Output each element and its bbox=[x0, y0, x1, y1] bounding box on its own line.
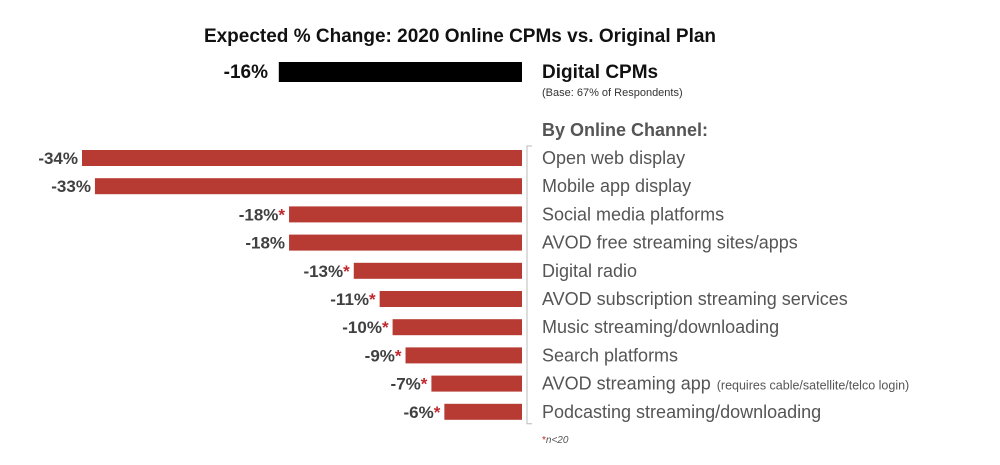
bar-value-label: -34% bbox=[38, 149, 78, 168]
low-sample-marker: * bbox=[434, 403, 441, 422]
low-sample-marker: * bbox=[421, 375, 428, 394]
bar-value-label: -33% bbox=[51, 177, 91, 196]
category-label: AVOD free streaming sites/apps bbox=[542, 233, 798, 253]
footnote: *n<20 bbox=[542, 435, 569, 446]
category-label: Open web display bbox=[542, 148, 685, 168]
channel-value-labels: -34% -33% -18%* -18% -13%* -11%* -10%* -9%* -7%*… bbox=[38, 149, 440, 422]
bar-value-label: -7%* bbox=[391, 375, 428, 394]
category-bracket bbox=[526, 145, 532, 425]
bar-value-label: -10%* bbox=[342, 318, 389, 337]
footnote-text: n<20 bbox=[546, 435, 569, 446]
bar-value-label: -9%* bbox=[365, 346, 402, 365]
summary-base-note: (Base: 67% of Respondents) bbox=[542, 87, 683, 99]
bar-5 bbox=[353, 262, 522, 279]
category-label: Mobile app display bbox=[542, 176, 691, 196]
svg-text:*n<20: *n<20 bbox=[542, 435, 569, 446]
bar-2 bbox=[94, 178, 523, 195]
category-label: Music streaming/downloading bbox=[542, 317, 779, 337]
category-label: AVOD subscription streaming services bbox=[542, 289, 848, 309]
bar-4 bbox=[289, 234, 522, 251]
bar-10 bbox=[444, 403, 522, 420]
summary-bar bbox=[278, 62, 522, 82]
channel-bars bbox=[82, 150, 523, 420]
category-label: Social media platforms bbox=[542, 204, 724, 224]
summary-label: Digital CPMs bbox=[542, 62, 658, 83]
low-sample-marker: * bbox=[278, 205, 285, 224]
category-label: AVOD streaming app (requires cable/satell… bbox=[542, 374, 909, 394]
bar-value-label: -11%* bbox=[330, 290, 376, 309]
chart-title: Expected % Change: 2020 Online CPMs vs. … bbox=[204, 26, 716, 47]
low-sample-marker: * bbox=[343, 262, 350, 281]
bar-7 bbox=[392, 319, 522, 336]
summary-group: -16% Digital CPMs (Base: 67% of Responde… bbox=[224, 62, 683, 99]
section-label: By Online Channel: bbox=[542, 120, 708, 140]
bar-9 bbox=[431, 375, 522, 392]
low-sample-marker: * bbox=[382, 318, 389, 337]
low-sample-marker: * bbox=[395, 346, 402, 365]
summary-value-label: -16% bbox=[224, 62, 268, 83]
bar-8 bbox=[405, 347, 522, 364]
bar-value-label: -18% bbox=[245, 234, 285, 253]
bar-value-label: -13%* bbox=[303, 262, 350, 281]
channel-category-labels: Open web display Mobile app display Social… bbox=[542, 148, 909, 422]
category-label: Podcasting streaming/downloading bbox=[542, 402, 821, 422]
bar-1 bbox=[82, 150, 522, 166]
category-label: Search platforms bbox=[542, 345, 678, 365]
bar-6 bbox=[379, 291, 522, 307]
bar-value-label: -18%* bbox=[239, 205, 286, 224]
low-sample-marker: * bbox=[369, 290, 376, 309]
category-label: Digital radio bbox=[542, 261, 637, 281]
bar-3 bbox=[289, 206, 522, 223]
bar-value-label: -6%* bbox=[403, 403, 440, 422]
footnote-marker: * bbox=[542, 435, 546, 446]
